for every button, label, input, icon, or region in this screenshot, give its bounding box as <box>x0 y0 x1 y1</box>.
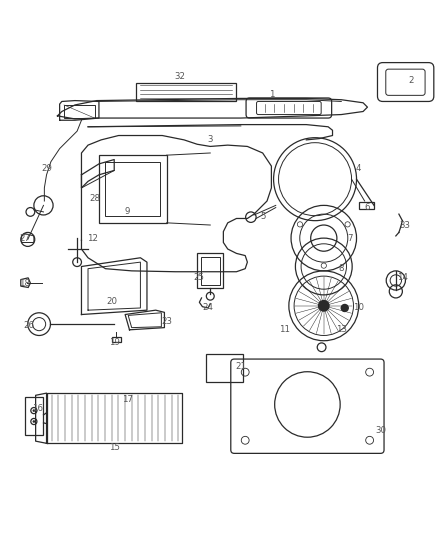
Circle shape <box>32 420 35 423</box>
Text: 2: 2 <box>408 76 414 85</box>
Text: 21: 21 <box>235 362 246 372</box>
Text: 11: 11 <box>279 325 290 334</box>
Text: 30: 30 <box>375 426 386 435</box>
Text: 14: 14 <box>397 273 408 282</box>
Text: 6: 6 <box>365 203 370 212</box>
Text: 28: 28 <box>89 195 100 203</box>
Text: 26: 26 <box>24 321 35 330</box>
Text: 10: 10 <box>353 303 364 312</box>
Text: 16: 16 <box>32 404 43 413</box>
Circle shape <box>341 304 348 311</box>
Text: 20: 20 <box>106 297 117 306</box>
Text: 5: 5 <box>260 212 265 221</box>
Text: 18: 18 <box>19 279 30 288</box>
Text: 12: 12 <box>87 233 98 243</box>
Text: 8: 8 <box>339 264 344 273</box>
Text: 19: 19 <box>109 338 120 348</box>
Text: 23: 23 <box>161 317 172 326</box>
Text: 3: 3 <box>208 135 213 144</box>
Text: 25: 25 <box>194 273 205 282</box>
Text: 1: 1 <box>268 90 274 99</box>
Circle shape <box>318 301 329 311</box>
Text: 9: 9 <box>125 207 130 216</box>
Text: 15: 15 <box>109 443 120 452</box>
Text: 7: 7 <box>347 233 353 243</box>
Text: 24: 24 <box>203 303 214 312</box>
Text: 32: 32 <box>174 72 185 81</box>
Circle shape <box>32 409 35 412</box>
Text: 13: 13 <box>336 325 347 334</box>
Text: 29: 29 <box>41 164 52 173</box>
Text: 17: 17 <box>122 395 133 404</box>
Text: 27: 27 <box>19 233 30 243</box>
Text: 33: 33 <box>399 221 410 230</box>
Text: 4: 4 <box>356 164 361 173</box>
